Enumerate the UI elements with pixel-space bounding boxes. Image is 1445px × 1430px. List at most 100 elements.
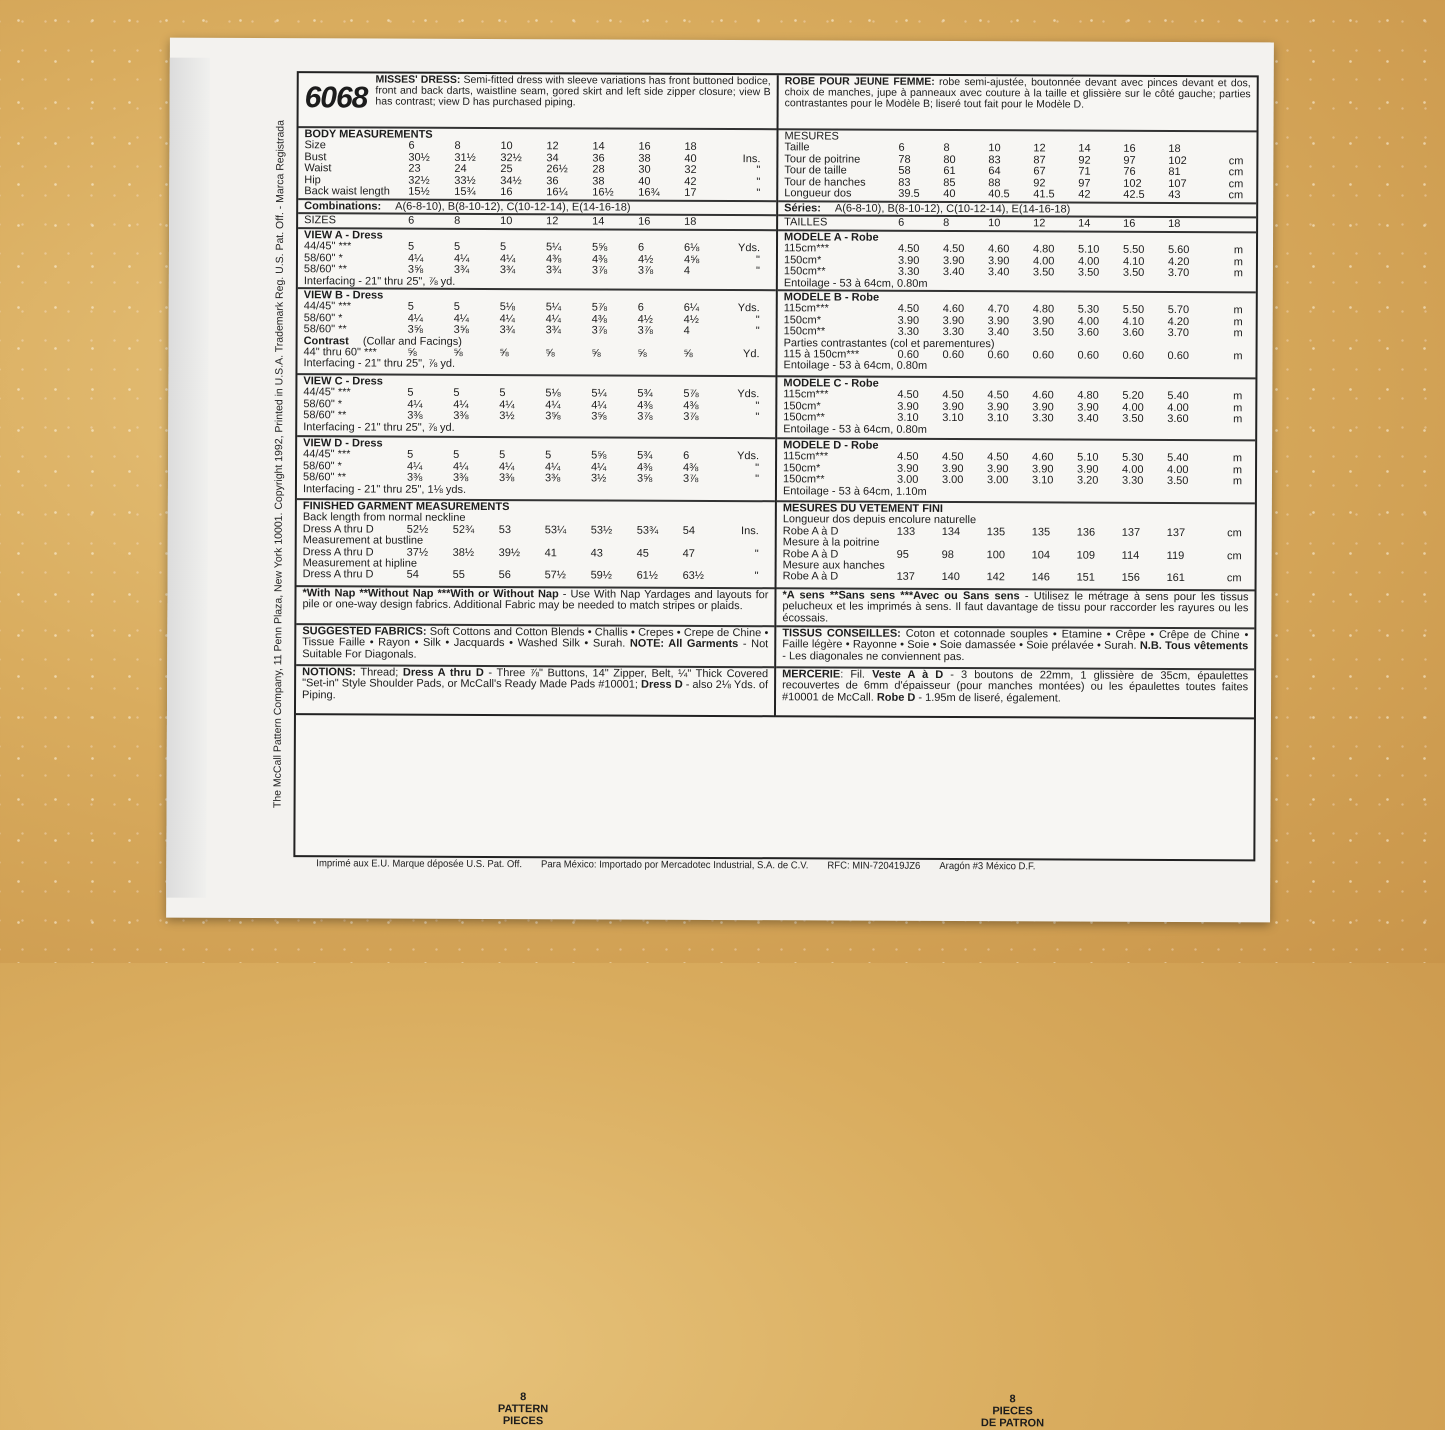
- row-label: SIZES: [304, 214, 336, 227]
- size-value: 3.40: [942, 266, 965, 279]
- size-value: 3⅞: [637, 264, 654, 277]
- size-value: 3.70: [1167, 267, 1190, 280]
- size-value: 17: [684, 186, 697, 199]
- size-value: 135: [1031, 526, 1051, 539]
- size-value: 18: [1168, 217, 1181, 231]
- section: VIEW B - Dress 44/45" *** 5 5 5⅛ 5¼ 5⅞ 6 6¼ Yds. 5…: [297, 289, 776, 378]
- size-value: ⅝: [453, 346, 463, 359]
- envelope-flap: [166, 57, 210, 898]
- size-value: 137: [1121, 526, 1141, 539]
- size-value: 3¾: [499, 264, 516, 277]
- section-paragraph: *A sens **Sans sens ***Avec ou Sans sens…: [782, 589, 1248, 626]
- size-value: 59½: [590, 569, 613, 582]
- row-text: Entoilage - 53 à 64cm, 0.80m: [783, 276, 928, 290]
- size-value: 3⅞: [591, 264, 608, 277]
- size-value: 41: [544, 546, 557, 559]
- size-value: 10: [988, 217, 1001, 230]
- section: BODY MEASUREMENTS Size 6 8 10 12 14 16 18 Bust 30½…: [298, 128, 777, 203]
- row-text: Entoilage - 53 à 64cm, 0.80m: [783, 422, 927, 436]
- unit-label: ": [755, 411, 760, 424]
- row-bold-label: Séries:: [784, 202, 821, 215]
- paragraph-segment: - Les diagonales ne conviennent pas.: [782, 650, 965, 663]
- size-value: 3⅝: [545, 410, 561, 423]
- size-value: 3⅞: [637, 410, 653, 423]
- size-value: 156: [1121, 572, 1140, 585]
- table-row: Interfacing - 21" thru 25", ⅞ yd.: [304, 275, 770, 289]
- unit-label: cm: [1228, 189, 1244, 202]
- size-value: 3.00: [941, 474, 964, 487]
- french-column: ROBE POUR JEUNE FEMME: robe semi-ajustée…: [775, 75, 1257, 720]
- size-value: 119: [1166, 549, 1185, 562]
- size-value: 104: [1031, 548, 1051, 562]
- section: VIEW A - Dress 44/45" *** 5 5 5 5¼ 5⅝ 6 6⅛ Yds. 58…: [297, 229, 777, 292]
- unit-label: [730, 217, 760, 229]
- table-row: Interfacing - 21" thru 25", ⅞ yd.: [303, 358, 769, 372]
- footer-text: Para México: Importado por Mercadotec In…: [541, 859, 809, 872]
- size-value: 140: [941, 571, 960, 584]
- size-value: 40.5: [988, 188, 1010, 201]
- size-value: 109: [1076, 549, 1096, 562]
- section: *A sens **Sans sens ***Avec ou Sans sens…: [776, 589, 1255, 630]
- table-row: Interfacing - 21" thru 25", 1⅛ yds.: [303, 483, 769, 497]
- row-text: A(6-8-10), B(8-10-12), C(10-12-14), E(14…: [834, 202, 1071, 216]
- size-value: 3⅝: [591, 410, 607, 423]
- size-value: 3¾: [545, 324, 561, 337]
- size-value: 8: [943, 216, 950, 229]
- section: MESURES DU VETEMENT FINI Longueur dos dep…: [776, 502, 1255, 592]
- import-footer: Imprimé aux E.U. Marque déposée U.S. Pat…: [316, 858, 1171, 873]
- row-label: Dress A thru D: [302, 568, 374, 581]
- row-text: A(6-8-10), B(8-10-12), C(10-12-14), E(14…: [395, 200, 631, 214]
- row-label: Robe A à D: [782, 570, 839, 583]
- unit-label: Yd.: [743, 348, 760, 361]
- unit-label: m: [1233, 413, 1243, 426]
- size-value: 0.60: [987, 349, 1009, 362]
- unit-label: ": [756, 187, 761, 200]
- size-value: 3¾: [545, 264, 562, 277]
- section: VIEW D - Dress 44/45" *** 5 5 5 5 5⅝ 5¾ 6 Yds. 58/…: [296, 437, 776, 503]
- size-value: ⅝: [637, 347, 647, 360]
- size-value: 16¼: [546, 186, 568, 199]
- paragraph-segment: Thread;: [355, 666, 403, 679]
- size-value: 0.60: [1122, 349, 1144, 362]
- pattern-description: MISSES' DRESS: Semi-fitted dress with sl…: [375, 73, 770, 120]
- section: NOTIONS: Thread; Dress A thru D - Three …: [295, 666, 775, 718]
- size-value: 6: [898, 216, 905, 229]
- table-row: Longueur dos 39.5 40 40.5 41.5 42 42.5 43 cm: [784, 187, 1250, 202]
- table-row: Dress A thru D 54 55 56 57½ 59½ 61½ 63½ ": [302, 568, 769, 583]
- size-value: 12: [546, 215, 559, 228]
- size-value: ⅝: [591, 347, 601, 360]
- size-value: 4: [683, 265, 691, 278]
- size-value: 3.00: [986, 474, 1009, 487]
- unit-label: cm: [1226, 549, 1242, 562]
- size-value: 12: [1033, 217, 1046, 230]
- size-value: 53½: [590, 524, 613, 537]
- paragraph-segment: NOTIONS:: [302, 666, 356, 679]
- size-value: 4⅝: [683, 253, 700, 266]
- section-paragraph: SUGGESTED FABRICS: Soft Cottons and Cott…: [302, 625, 768, 662]
- pattern-header: ROBE POUR JEUNE FEMME: robe semi-ajustée…: [785, 75, 1251, 110]
- unit-label: cm: [1227, 527, 1242, 540]
- size-value: 16½: [592, 186, 614, 199]
- size-value: 38½: [452, 546, 475, 559]
- table-row: Entoilage - 53 à 64cm, 0.80m: [783, 360, 1249, 374]
- size-value: 3⅞: [637, 324, 653, 337]
- size-value: 3.50: [1032, 266, 1055, 279]
- size-value: 142: [986, 571, 1005, 584]
- size-value: 3.60: [1077, 326, 1100, 339]
- size-value: 3.40: [1077, 412, 1099, 425]
- header-section: 6068 MISSES' DRESS: Semi-fitted dress wit…: [298, 73, 777, 131]
- paragraph-segment: : Fil.: [840, 668, 873, 681]
- size-value: 54: [682, 524, 696, 537]
- size-value: 3.50: [1032, 326, 1055, 339]
- unit-label: Ins.: [741, 524, 759, 537]
- pattern-header: 6068 MISSES' DRESS: Semi-fitted dress wit…: [305, 73, 771, 120]
- unit-label: cm: [1226, 572, 1242, 585]
- unit-label: m: [1232, 475, 1243, 488]
- pieces-line: 8: [520, 1391, 527, 1404]
- unit-label: m: [1233, 267, 1243, 280]
- size-value: 3.60: [1122, 326, 1145, 340]
- publisher-copyright-text: The McCall Pattern Company, 11 Penn Plaz…: [271, 119, 287, 809]
- section: MERCERIE: Fil. Veste A à D - 3 boutons d…: [775, 668, 1255, 720]
- size-value: 135: [986, 525, 1006, 539]
- size-value: 40: [943, 188, 956, 201]
